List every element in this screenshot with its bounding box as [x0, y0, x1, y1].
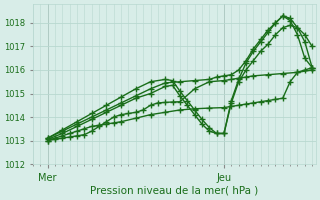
X-axis label: Pression niveau de la mer( hPa ): Pression niveau de la mer( hPa )	[90, 186, 259, 196]
